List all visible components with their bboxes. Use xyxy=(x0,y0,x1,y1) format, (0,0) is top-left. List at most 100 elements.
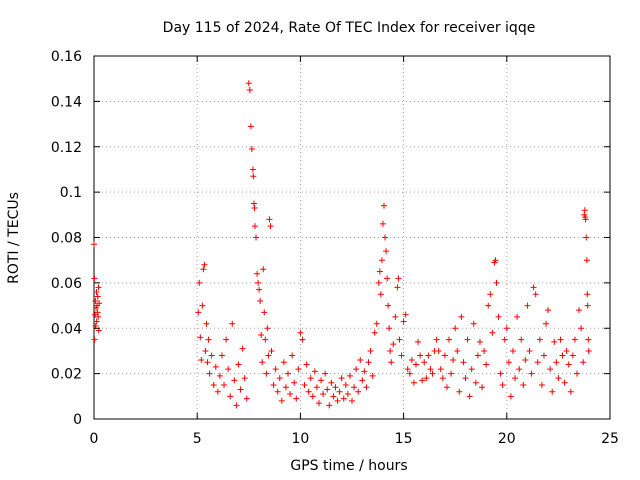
data-point xyxy=(359,377,366,384)
data-point xyxy=(320,391,327,398)
data-point xyxy=(549,388,556,395)
data-point xyxy=(584,302,591,309)
data-point xyxy=(410,379,417,386)
data-point xyxy=(501,336,508,343)
data-point xyxy=(206,370,213,377)
data-point xyxy=(573,370,580,377)
data-point xyxy=(532,291,539,298)
data-point xyxy=(384,275,391,282)
data-point xyxy=(456,388,463,395)
data-point xyxy=(437,366,444,373)
data-point xyxy=(406,370,413,377)
data-point xyxy=(412,361,419,368)
data-point xyxy=(377,291,384,298)
data-point xyxy=(429,370,436,377)
data-point xyxy=(376,268,383,275)
data-point xyxy=(495,313,502,320)
data-point xyxy=(198,357,205,364)
axis-ticks: 0 5 10 15 20 25 0 0.02 0.04 0.06 0.08 0.1 0.12 0.14 0.… xyxy=(51,49,619,447)
data-point xyxy=(385,302,392,309)
data-point xyxy=(301,381,308,388)
data-point xyxy=(291,379,298,386)
data-point xyxy=(383,248,390,255)
data-point xyxy=(373,320,380,327)
data-point xyxy=(287,391,294,398)
data-point xyxy=(214,388,221,395)
data-point xyxy=(553,359,560,366)
data-point xyxy=(427,366,434,373)
data-point xyxy=(547,366,554,373)
data-point xyxy=(538,381,545,388)
data-point xyxy=(212,363,219,370)
data-point xyxy=(318,377,325,384)
data-point xyxy=(379,220,386,227)
data-point xyxy=(518,336,525,343)
data-point xyxy=(530,284,537,291)
data-point xyxy=(369,372,376,379)
data-point xyxy=(96,300,103,307)
data-point xyxy=(239,345,246,352)
data-point xyxy=(528,370,535,377)
chart-title: Day 115 of 2024, Rate Of TEC Index for r… xyxy=(163,20,536,36)
data-point xyxy=(576,307,583,314)
data-point xyxy=(585,347,592,354)
data-point xyxy=(94,309,101,316)
data-point xyxy=(481,347,488,354)
data-point xyxy=(439,375,446,382)
data-point xyxy=(245,80,252,87)
data-point xyxy=(493,279,500,286)
data-point xyxy=(201,261,208,268)
data-point xyxy=(584,291,591,298)
data-point xyxy=(93,318,100,325)
data-point xyxy=(282,384,289,391)
data-point xyxy=(540,352,547,359)
data-point xyxy=(516,366,523,373)
data-point xyxy=(299,336,306,343)
data-point xyxy=(309,393,316,400)
data-point xyxy=(322,370,329,377)
data-point xyxy=(91,241,97,248)
data-point xyxy=(581,207,588,214)
data-point xyxy=(276,375,283,382)
data-point xyxy=(585,336,592,343)
data-point xyxy=(380,202,387,209)
data-point xyxy=(476,338,483,345)
data-point xyxy=(293,395,300,402)
data-point xyxy=(390,341,397,348)
x-axis-label: GPS time / hours xyxy=(290,458,407,474)
data-point xyxy=(492,257,499,264)
data-point xyxy=(351,384,358,391)
data-point xyxy=(272,366,279,373)
data-point xyxy=(203,320,210,327)
data-point xyxy=(514,313,521,320)
data-point xyxy=(367,347,374,354)
data-point xyxy=(205,336,212,343)
data-point xyxy=(297,329,304,336)
data-point xyxy=(415,338,422,345)
data-point xyxy=(536,336,543,343)
x-tick-label: 15 xyxy=(395,431,413,447)
data-point xyxy=(289,352,296,359)
data-point xyxy=(334,397,341,404)
data-point xyxy=(387,347,394,354)
data-point xyxy=(398,352,405,359)
data-point xyxy=(280,359,287,366)
data-point xyxy=(248,146,255,153)
data-point xyxy=(443,384,450,391)
data-point xyxy=(578,325,585,332)
data-point xyxy=(583,257,590,264)
data-point xyxy=(210,381,217,388)
data-point xyxy=(458,313,465,320)
data-point xyxy=(464,336,471,343)
data-point xyxy=(235,361,242,368)
data-point xyxy=(386,325,393,332)
x-tick-label: 5 xyxy=(193,431,202,447)
data-point xyxy=(195,309,202,316)
data-point xyxy=(460,359,467,366)
data-point xyxy=(196,279,203,286)
data-point xyxy=(382,234,389,241)
data-point xyxy=(371,329,378,336)
data-point xyxy=(468,366,475,373)
data-point xyxy=(250,173,257,180)
data-point xyxy=(91,336,98,343)
